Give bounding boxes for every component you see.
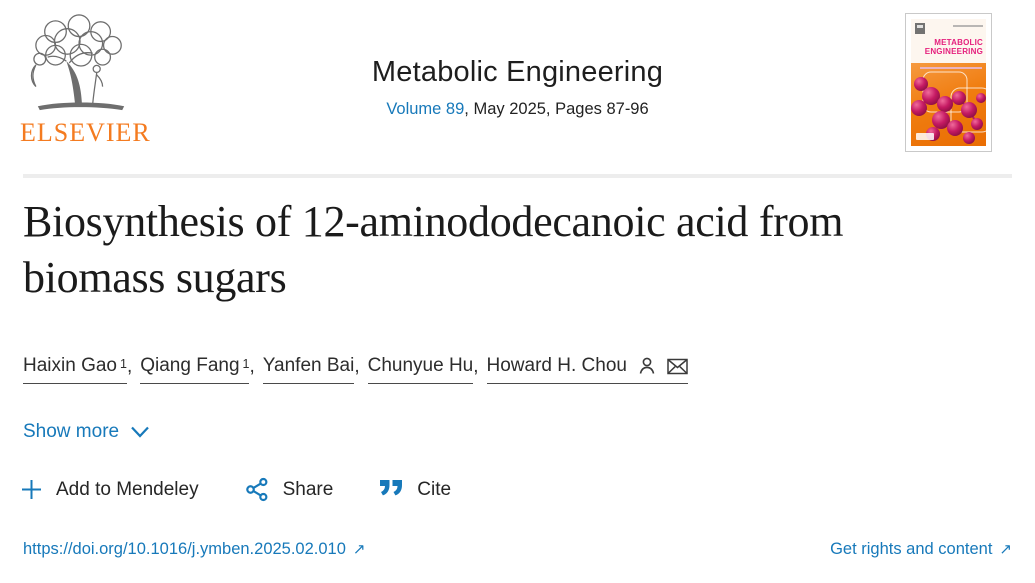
action-bar: Add to Mendeley Share Cite <box>20 477 451 502</box>
cover-journal-title: METABOLIC ENGINEERING <box>924 38 983 56</box>
cover-publisher-mark-icon <box>915 23 925 34</box>
author-howard-h-chou[interactable]: Howard H. Chou <box>486 355 688 384</box>
cover-issue-text-decoration <box>953 25 983 27</box>
journal-header: Metabolic Engineering Volume 89, May 202… <box>0 56 1035 119</box>
footer-links: https://doi.org/10.1016/j.ymben.2025.02.… <box>23 540 1012 559</box>
share-button[interactable]: Share <box>245 477 333 502</box>
cite-button[interactable]: Cite <box>379 479 451 501</box>
get-rights-link[interactable]: Get rights and content ↗ <box>830 540 1012 558</box>
email-envelope-icon <box>667 358 688 375</box>
article-title: Biosynthesis of 12-aminododecanoic acid … <box>23 197 844 303</box>
author-haixin-gao[interactable]: Haixin Gao 1 <box>23 355 127 384</box>
elsevier-logo[interactable]: ELSEVIER <box>20 12 151 148</box>
doi-link[interactable]: https://doi.org/10.1016/j.ymben.2025.02.… <box>23 540 366 558</box>
show-more-button[interactable]: Show more <box>23 421 150 443</box>
author-qiang-fang[interactable]: Qiang Fang 1 <box>140 355 250 384</box>
volume-issue-line: Volume 89, May 2025, Pages 87-96 <box>0 100 1035 119</box>
journal-cover-art: METABOLIC ENGINEERING <box>911 19 986 146</box>
cite-quote-icon <box>379 479 404 500</box>
external-link-icon: ↗ <box>352 540 366 558</box>
journal-cover[interactable]: METABOLIC ENGINEERING <box>905 13 992 152</box>
plus-icon <box>20 478 43 501</box>
author-affiliation-sup: 1 <box>242 357 250 371</box>
cover-molecule-art <box>911 71 986 144</box>
author-chunyue-hu[interactable]: Chunyue Hu <box>367 355 474 384</box>
author-yanfen-bai[interactable]: Yanfen Bai <box>262 355 355 384</box>
cover-bottom-mark <box>916 133 934 140</box>
share-icon <box>245 477 270 502</box>
elsevier-wordmark: ELSEVIER <box>20 118 151 147</box>
author-separator: , <box>126 356 133 377</box>
add-to-mendeley-button[interactable]: Add to Mendeley <box>20 478 199 501</box>
issue-info: , May 2025, Pages 87-96 <box>464 100 649 118</box>
author-separator: , <box>473 356 479 377</box>
author-list: Haixin Gao 1, Qiang Fang 1, Yanfen Bai, Ch… <box>23 355 688 384</box>
author-separator: , <box>354 356 360 377</box>
header-divider <box>23 174 1012 178</box>
journal-title-link[interactable]: Metabolic Engineering <box>371 56 664 88</box>
chevron-down-icon <box>131 426 149 438</box>
author-affiliation-sup: 1 <box>120 357 127 371</box>
external-link-icon: ↗ <box>999 540 1012 558</box>
cover-subtitle-decoration <box>920 67 982 69</box>
corresponding-author-icon <box>637 356 657 376</box>
volume-link[interactable]: Volume 89 <box>386 100 465 118</box>
elsevier-tree-icon <box>30 14 125 111</box>
author-separator: , <box>249 356 255 377</box>
